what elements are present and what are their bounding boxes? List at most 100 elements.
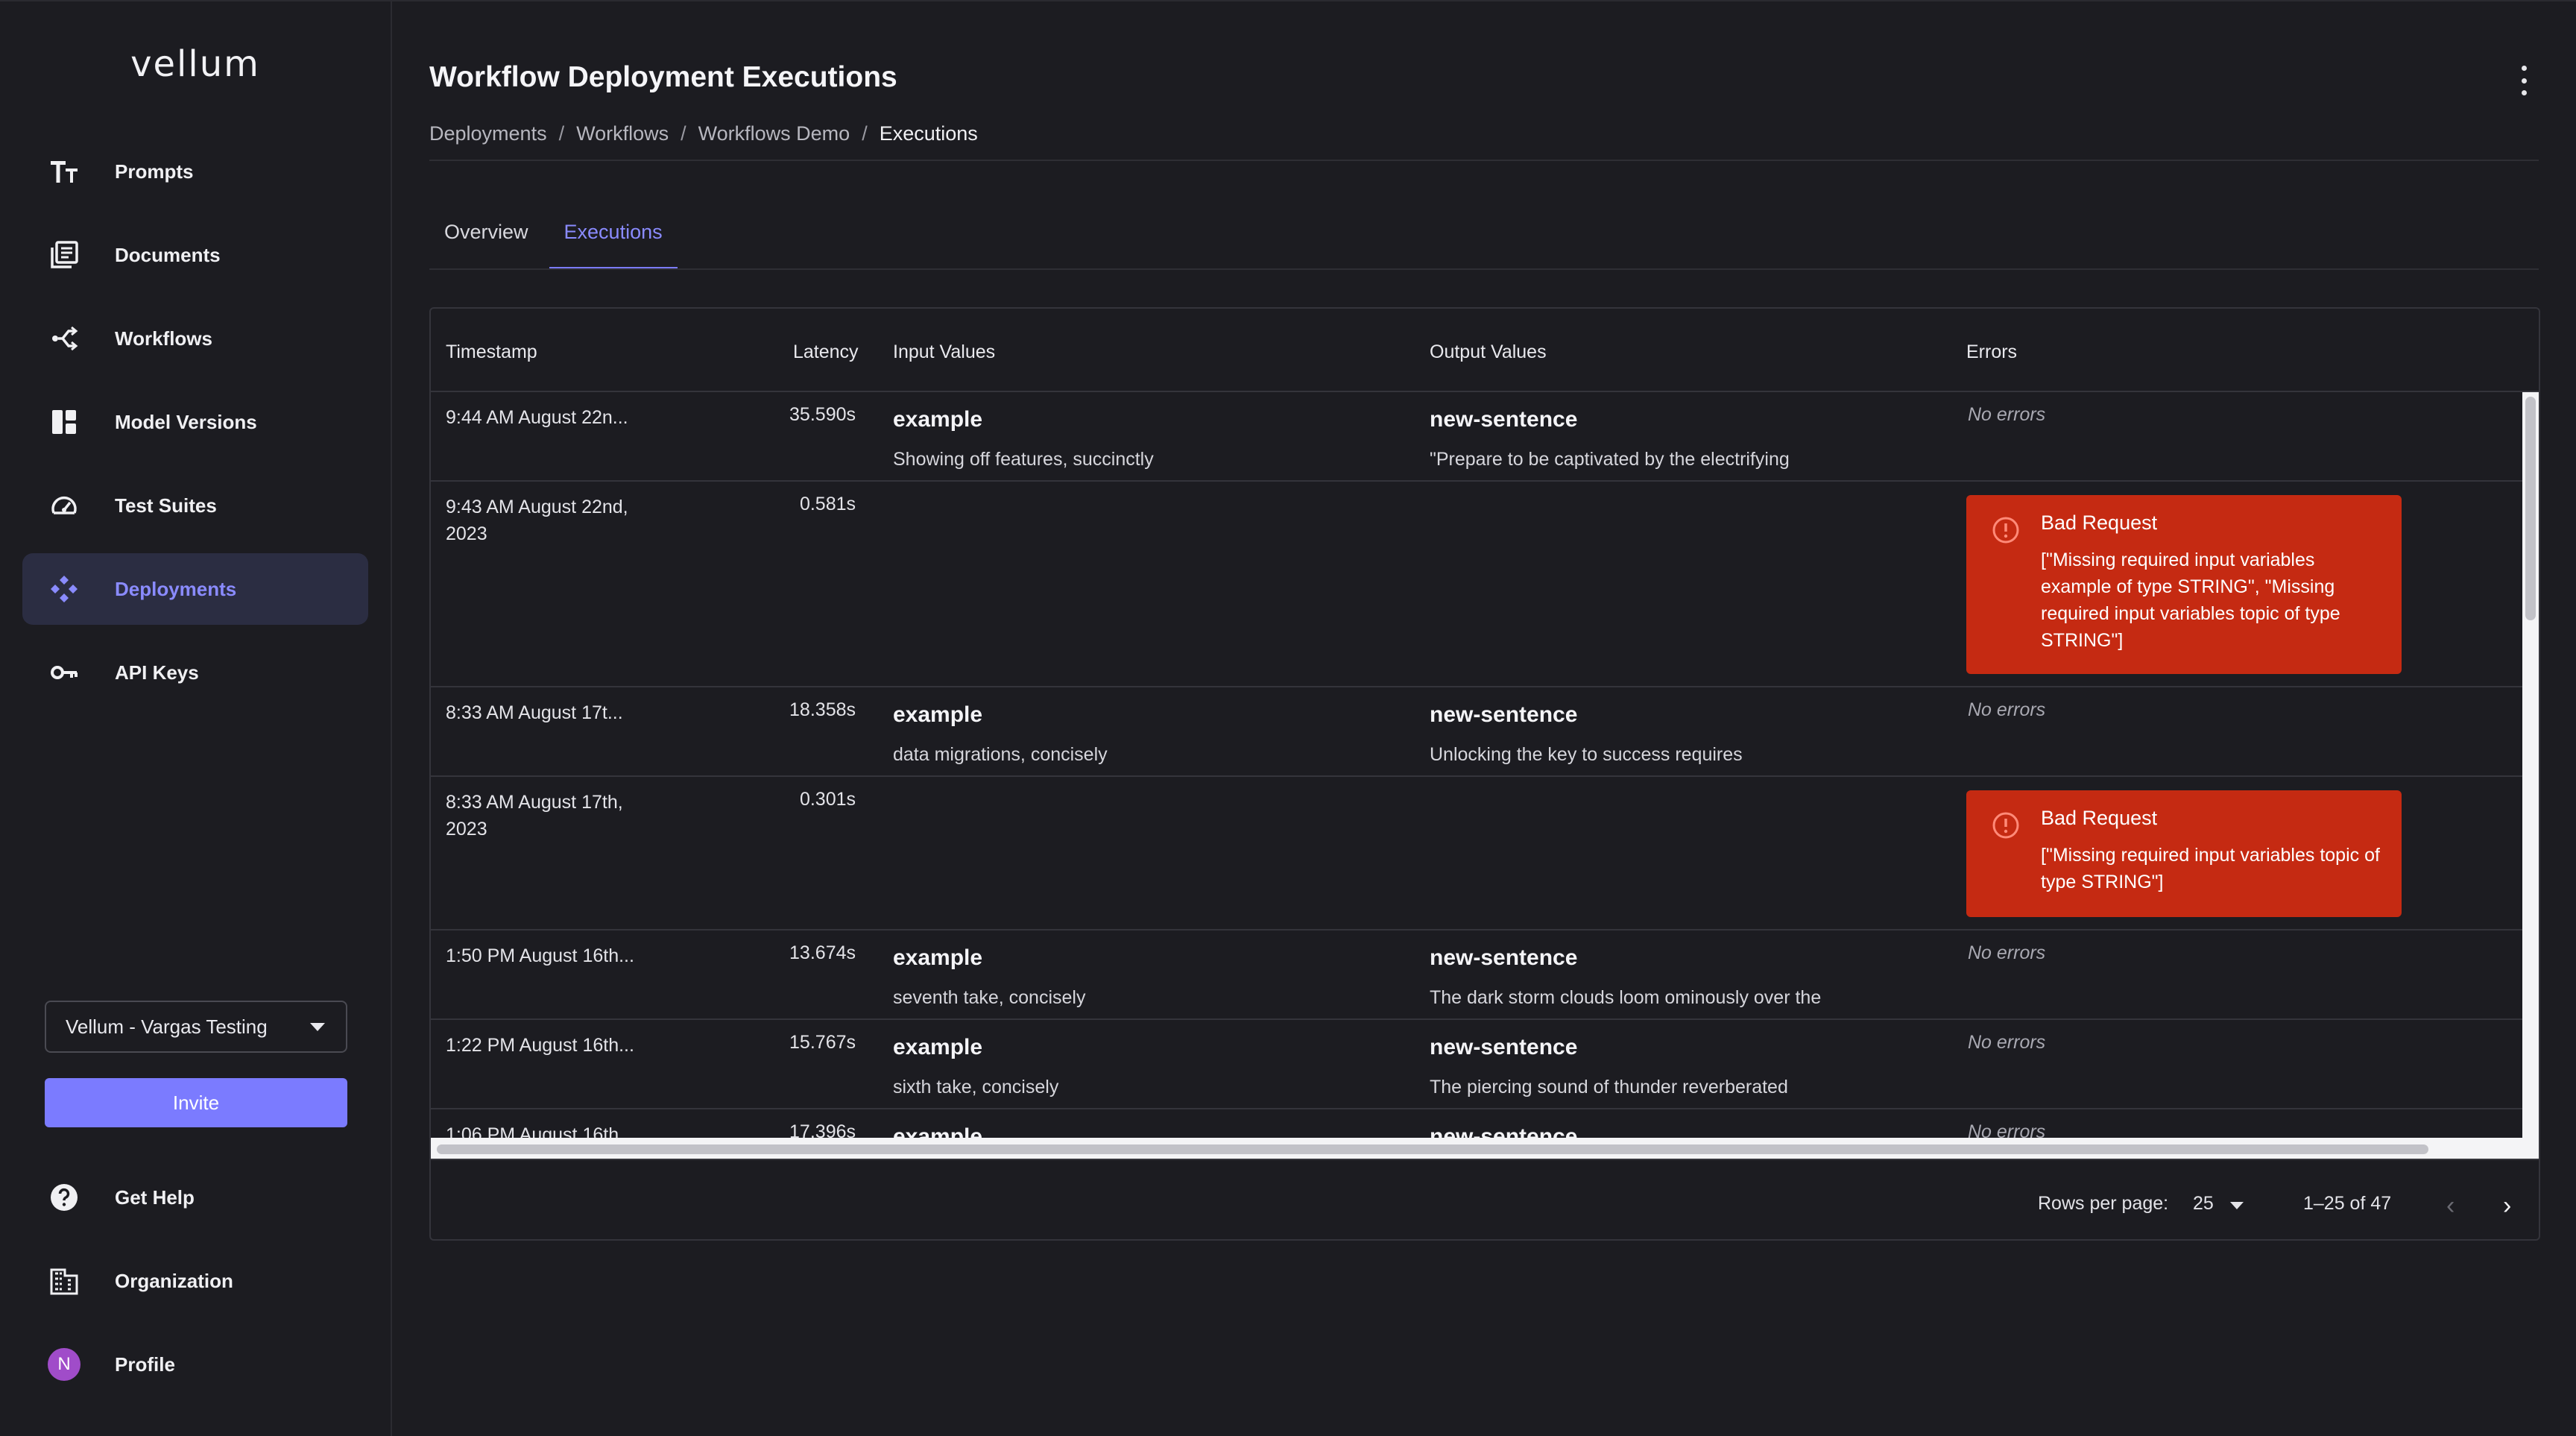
input-values-cell: example seventh take, concisely <box>893 945 1400 1011</box>
sidebar-item-label: Deployments <box>115 577 237 600</box>
workspace-select-value: Vellum - Vargas Testing <box>66 1015 268 1038</box>
sidebar: vellum Prompts Documents Workflows <box>0 1 392 1436</box>
no-errors-text: No errors <box>1968 942 2046 963</box>
output-key: new-sentence <box>1430 407 1578 432</box>
table-row[interactable]: 1:50 PM August 16th... 13.674s example s… <box>431 930 2525 1020</box>
timestamp-cell: 9:44 AM August 22n... <box>446 407 628 428</box>
previous-page-icon[interactable]: ‹ <box>2446 1191 2455 1220</box>
speedometer-icon <box>48 489 80 522</box>
output-key: new-sentence <box>1430 1035 1578 1059</box>
sidebar-item-label: Prompts <box>115 160 194 183</box>
table-row[interactable]: 9:44 AM August 22n... 35.590s example Sh… <box>431 392 2525 482</box>
input-key: example <box>893 407 983 432</box>
output-key: new-sentence <box>1430 702 1578 727</box>
sidebar-item-label: Organization <box>115 1269 233 1292</box>
no-errors-text: No errors <box>1968 404 2046 425</box>
sidebar-item-test-suites[interactable]: Test Suites <box>22 470 368 541</box>
output-values-cell: new-sentence Unlocking the key to succes… <box>1430 702 1936 768</box>
sidebar-nav: Prompts Documents Workflows Model Versio… <box>22 136 368 720</box>
breadcrumb: Deployments / Workflows / Workflows Demo… <box>429 122 978 145</box>
divider <box>429 268 2539 270</box>
text-format-icon <box>48 155 80 188</box>
output-value: Unlocking the key to success requires <box>1430 744 1743 765</box>
sidebar-item-api-keys[interactable]: API Keys <box>22 637 368 708</box>
sidebar-item-label: Profile <box>115 1352 175 1376</box>
breadcrumb-separator: / <box>862 122 868 145</box>
rows-per-page-select[interactable]: 25 <box>2193 1193 2214 1214</box>
sidebar-item-get-help[interactable]: Get Help <box>22 1162 368 1233</box>
sidebar-item-prompts[interactable]: Prompts <box>22 136 368 207</box>
table-header: Timestamp Latency Input Values Output Va… <box>431 309 2539 392</box>
horizontal-scrollbar[interactable] <box>431 1138 2539 1160</box>
sidebar-item-documents[interactable]: Documents <box>22 219 368 291</box>
executions-table: Timestamp Latency Input Values Output Va… <box>429 307 2540 1241</box>
breadcrumb-item-deployments[interactable]: Deployments <box>429 122 547 145</box>
column-header-input-values[interactable]: Input Values <box>893 341 996 362</box>
output-values-cell: new-sentence The dark storm clouds loom … <box>1430 945 1936 1011</box>
output-value: The dark storm clouds loom ominously ove… <box>1430 987 1822 1008</box>
sidebar-bottom-nav: Get Help Organization N Profile <box>22 1162 368 1412</box>
output-key: new-sentence <box>1430 945 1578 970</box>
column-header-errors[interactable]: Errors <box>1966 341 2018 362</box>
building-icon <box>48 1265 80 1297</box>
table-row[interactable]: 8:33 AM August 17t... 18.358s example da… <box>431 687 2525 777</box>
table-row[interactable]: 1:22 PM August 16th... 15.767s example s… <box>431 1020 2525 1109</box>
vertical-scrollbar-thumb[interactable] <box>2525 397 2536 620</box>
latency-cell: 15.767s <box>789 1032 856 1053</box>
output-values-cell: new-sentence The piercing sound of thund… <box>1430 1035 1936 1100</box>
more-options-icon[interactable] <box>2516 66 2531 95</box>
input-values-cell: example data migrations, concisely <box>893 702 1400 768</box>
no-errors-text: No errors <box>1968 1121 2046 1138</box>
column-header-timestamp[interactable]: Timestamp <box>446 341 537 362</box>
input-value: Showing off features, succinctly <box>893 449 1154 470</box>
table-row[interactable]: 8:33 AM August 17th, 2023 0.301s Bad Req… <box>431 777 2525 930</box>
error-message: ["Missing required input variables examp… <box>2041 549 2340 651</box>
input-values-cell: example <box>893 1124 1400 1138</box>
invite-button[interactable]: Invite <box>45 1078 347 1127</box>
workspace-select[interactable]: Vellum - Vargas Testing <box>45 1001 347 1053</box>
output-value: The piercing sound of thunder reverberat… <box>1430 1077 1788 1098</box>
table-row[interactable]: 9:43 AM August 22nd, 2023 0.581s Bad Req… <box>431 482 2525 687</box>
divider <box>429 160 2539 161</box>
deployments-icon <box>48 573 80 605</box>
breadcrumb-item-executions: Executions <box>879 122 978 145</box>
vertical-scrollbar[interactable] <box>2522 392 2539 1138</box>
main-content: Workflow Deployment Executions Deploymen… <box>392 1 2576 1436</box>
horizontal-scrollbar-thumb[interactable] <box>437 1144 2428 1154</box>
error-circle-icon <box>1992 811 2020 840</box>
latency-cell: 13.674s <box>789 942 856 963</box>
caret-down-icon[interactable] <box>2230 1202 2244 1209</box>
next-page-icon[interactable]: › <box>2503 1191 2512 1220</box>
vellum-logo[interactable]: vellum <box>130 43 260 85</box>
sidebar-item-deployments[interactable]: Deployments <box>22 553 368 625</box>
page-title: Workflow Deployment Executions <box>429 61 897 93</box>
table-body: 9:44 AM August 22n... 35.590s example Sh… <box>431 392 2525 1138</box>
no-errors-text: No errors <box>1968 699 2046 720</box>
timestamp-cell: 1:22 PM August 16th... <box>446 1035 634 1056</box>
table-row[interactable]: 1:06 PM August 16th... 17.396s example n… <box>431 1109 2525 1138</box>
tab-bar: Overview Executions <box>429 203 684 270</box>
breadcrumb-item-workflows[interactable]: Workflows <box>576 122 669 145</box>
column-header-latency[interactable]: Latency <box>793 341 859 362</box>
output-values-cell: new-sentence <box>1430 1124 1936 1138</box>
breadcrumb-separator: / <box>558 122 565 145</box>
sidebar-item-organization[interactable]: Organization <box>22 1245 368 1317</box>
sidebar-item-label: Workflows <box>115 327 212 350</box>
sidebar-item-workflows[interactable]: Workflows <box>22 303 368 374</box>
column-header-output-values[interactable]: Output Values <box>1430 341 1547 362</box>
breadcrumb-separator: / <box>681 122 686 145</box>
tab-executions[interactable]: Executions <box>549 203 678 270</box>
timestamp-cell: 1:50 PM August 16th... <box>446 945 634 966</box>
sidebar-item-label: Get Help <box>115 1185 195 1209</box>
pagination: Rows per page: 25 1–25 of 47 ‹ › <box>431 1160 2539 1239</box>
sidebar-item-model-versions[interactable]: Model Versions <box>22 386 368 458</box>
error-circle-icon <box>1992 516 2020 544</box>
input-key: example <box>893 945 983 970</box>
documents-icon <box>48 239 80 271</box>
tab-overview[interactable]: Overview <box>444 221 528 243</box>
breadcrumb-item-workflows-demo[interactable]: Workflows Demo <box>698 122 850 145</box>
error-alert: Bad Request ["Missing required input var… <box>1966 495 2402 674</box>
sidebar-item-profile[interactable]: N Profile <box>22 1329 368 1400</box>
input-key: example <box>893 702 983 727</box>
